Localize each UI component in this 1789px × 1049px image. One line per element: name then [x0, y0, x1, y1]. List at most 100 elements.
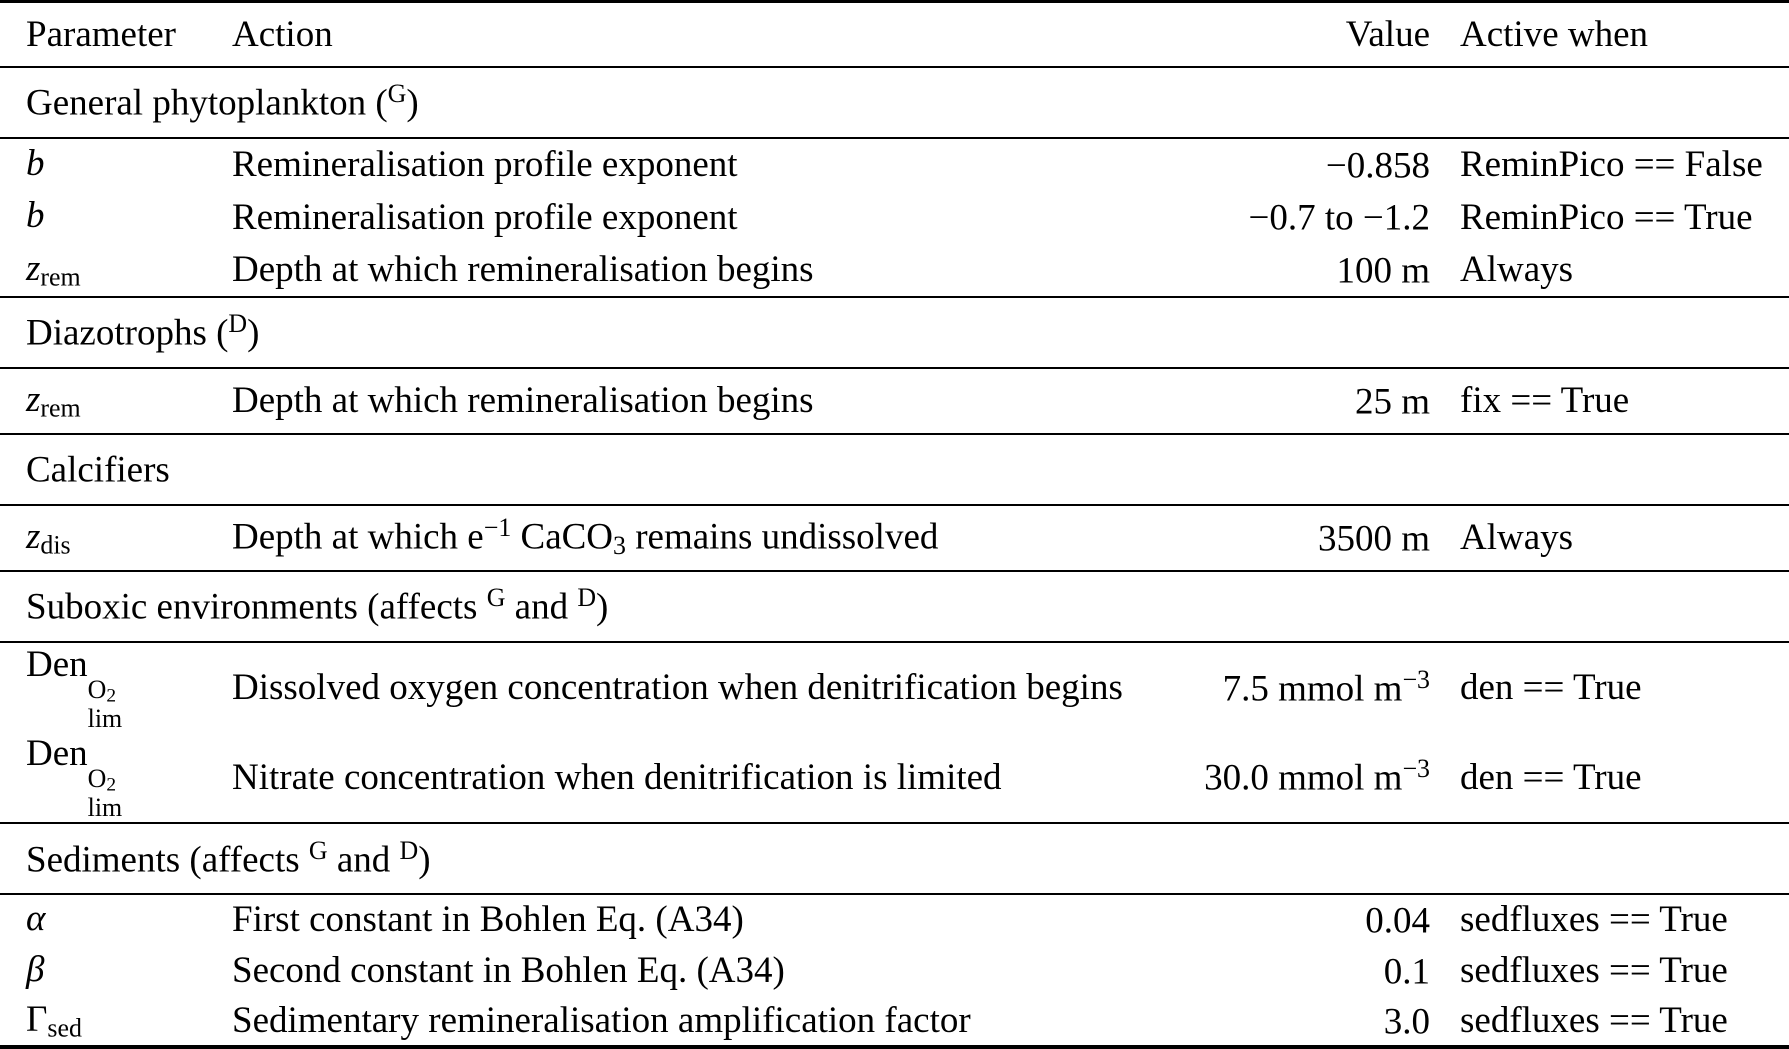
action-cell: Nitrate concentration when denitrificati…: [232, 732, 1190, 823]
section-title-text: ): [418, 839, 431, 881]
section-title: Sediments (affects G and D): [0, 821, 1789, 895]
active-when-text: Always: [1460, 249, 1574, 290]
value-text: −0.858: [1325, 145, 1430, 187]
active-when-text: Always: [1460, 517, 1574, 558]
section-title-text: Sediments (affects: [26, 839, 309, 881]
active-when-cell: ReminPico == False: [1460, 138, 1789, 191]
value-cell: 25 m: [1190, 368, 1460, 434]
section-header-row-general-phytoplankton: General phytoplankton (G): [0, 65, 1789, 139]
value-cell: 0.04: [1190, 894, 1460, 945]
value-text: −0.7 to −1.2: [1248, 197, 1430, 239]
table-row: α First constant in Bohlen Eq. (A34) 0.0…: [0, 894, 1789, 945]
section-title-text: ): [406, 82, 419, 124]
action-cell: Depth at which remineralisation begins: [232, 368, 1190, 434]
action-superscript: −1: [483, 513, 512, 543]
value-text: 7.5 mmol m: [1222, 668, 1403, 710]
parameter-supsub-stack: O2 lim: [87, 674, 123, 733]
section-header-row-suboxic-environments: Suboxic environments (affects G and D): [0, 569, 1789, 643]
action-text: Depth at which remineralisation begins: [232, 380, 814, 421]
section-title-superscript: G: [486, 583, 506, 613]
parameter-superscript-base: O: [87, 674, 107, 704]
action-text: First constant in Bohlen Eq. (A34): [232, 899, 744, 941]
active-when-text: sedfluxes == True: [1460, 949, 1728, 991]
action-text: remains undissolved: [625, 516, 939, 558]
action-cell: Second constant in Bohlen Eq. (A34): [232, 945, 1190, 996]
parameter-cell: b: [0, 191, 232, 244]
section-title: Diazotrophs (D): [0, 295, 1789, 369]
active-when-text: den == True: [1460, 666, 1642, 708]
action-text: Nitrate concentration when denitrificati…: [232, 756, 1002, 798]
value-cell: 30.0 mmol m−3: [1190, 732, 1460, 823]
section-title-text: Diazotrophs (: [26, 312, 229, 354]
action-text: Depth at which e: [232, 516, 484, 558]
action-subscript: 3: [613, 531, 626, 561]
section-title-text: Calcifiers: [26, 449, 170, 491]
section-title-text: ): [596, 586, 609, 628]
section-title: Calcifiers: [0, 432, 1789, 506]
column-header-parameter: Parameter: [0, 1, 232, 68]
action-text: Remineralisation profile exponent: [232, 144, 738, 185]
active-when-text: ReminPico == True: [1460, 196, 1753, 238]
active-when-cell: sedfluxes == True: [1460, 945, 1789, 996]
action-cell: Depth at which e−1 CaCO3 remains undisso…: [232, 505, 1190, 571]
section-title-superscript: D: [228, 309, 248, 339]
value-cell: 3500 m: [1190, 505, 1460, 571]
section-title: Suboxic environments (affects G and D): [0, 569, 1789, 643]
value-cell: 100 m: [1190, 244, 1460, 297]
action-cell: Sedimentary remineralisation amplificati…: [232, 996, 1190, 1047]
parameter-cell: zrem: [0, 244, 232, 297]
parameter-superscript: O2: [87, 674, 116, 706]
active-when-cell: sedfluxes == True: [1460, 996, 1789, 1047]
action-text: Sedimentary remineralisation amplificati…: [232, 999, 971, 1041]
parameter-cell: b: [0, 138, 232, 191]
column-header-active-when: Active when: [1460, 1, 1789, 68]
value-cell: 0.1: [1190, 945, 1460, 996]
parameter-symbol: b: [26, 142, 45, 184]
action-text: Second constant in Bohlen Eq. (A34): [232, 949, 785, 991]
table-row: b Remineralisation profile exponent −0.7…: [0, 191, 1789, 244]
parameter-cell: Den O2 lim: [0, 642, 232, 733]
value-superscript: −3: [1402, 754, 1430, 784]
active-when-text: ReminPico == False: [1460, 144, 1763, 185]
parameter-symbol: z: [26, 247, 41, 289]
table-row: Γsed Sedimentary remineralisation amplif…: [0, 996, 1789, 1047]
parameter-symbol: α: [26, 898, 46, 940]
section-title-superscript: G: [308, 835, 328, 865]
parameter-superscript-sub: 2: [106, 774, 117, 796]
parameter-subscript: sed: [47, 1013, 82, 1043]
value-text: 3500 m: [1317, 518, 1430, 560]
value-text: 0.1: [1383, 951, 1430, 993]
section-title-text: and: [505, 586, 578, 628]
action-cell: First constant in Bohlen Eq. (A34): [232, 894, 1190, 945]
section-header-row-calcifiers: Calcifiers: [0, 432, 1789, 506]
parameter-subscript: lim: [87, 703, 123, 733]
parameter-symbol: b: [26, 195, 45, 237]
parameter-symbol: Den: [26, 643, 88, 685]
value-cell: −0.858: [1190, 138, 1460, 191]
parameter-superscript: O2: [87, 764, 117, 796]
action-text: Dissolved oxygen concentration when deni…: [232, 666, 1123, 708]
section-title-superscript: G: [387, 79, 407, 109]
active-when-cell: Always: [1460, 244, 1789, 297]
section-title-superscript: D: [577, 583, 597, 613]
active-when-cell: den == True: [1460, 642, 1789, 733]
section-header-row-diazotrophs: Diazotrophs (D): [0, 295, 1789, 369]
value-superscript: −3: [1402, 664, 1430, 694]
section-title-text: and: [327, 839, 400, 881]
action-cell: Remineralisation profile exponent: [232, 138, 1190, 191]
active-when-cell: sedfluxes == True: [1460, 894, 1789, 945]
table-row: Den O2 lim Dissolved oxygen concentration …: [0, 642, 1789, 733]
section-title: General phytoplankton (G): [0, 65, 1789, 139]
table-row: zdis Depth at which e−1 CaCO3 remains un…: [0, 505, 1789, 571]
section-header-row-sediments: Sediments (affects G and D): [0, 821, 1789, 895]
parameter-symbol: z: [26, 515, 41, 557]
value-cell: 3.0: [1190, 996, 1460, 1047]
active-when-cell: ReminPico == True: [1460, 191, 1789, 244]
parameter-symbol: β: [26, 948, 45, 990]
parameter-superscript-base: O: [87, 764, 107, 794]
parameter-cell: β: [0, 945, 232, 996]
action-text: Depth at which remineralisation begins: [232, 249, 814, 290]
active-when-text: sedfluxes == True: [1460, 999, 1728, 1041]
value-cell: −0.7 to −1.2: [1190, 191, 1460, 244]
parameter-supsub-stack: O2 lim: [87, 764, 123, 822]
